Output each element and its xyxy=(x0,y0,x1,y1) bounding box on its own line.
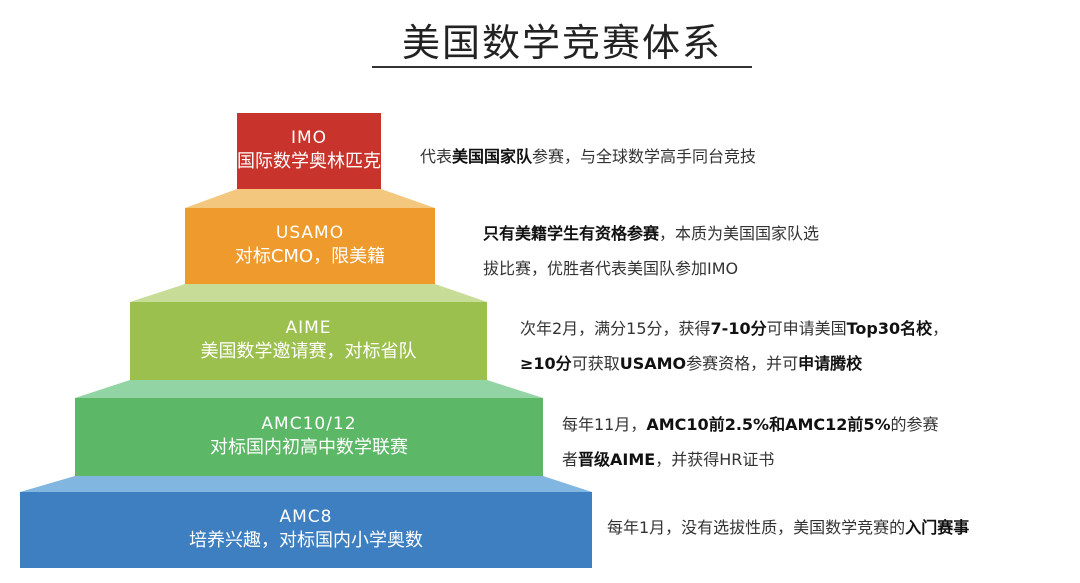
level-name: AMC8 xyxy=(279,507,333,528)
level-block xyxy=(185,208,435,284)
text-segment: 参赛资格，并可 xyxy=(686,354,799,373)
level-label: USAMO 对标CMO，限美籍 xyxy=(185,208,435,284)
description-line: 者晋级AIME，并获得HR证书 xyxy=(562,442,939,477)
emphasis-text: 7-10分 xyxy=(710,319,767,338)
level-subtitle: 对标国内初高中数学联赛 xyxy=(210,437,408,459)
text-segment: 次年2月，满分15分，获得 xyxy=(520,319,711,338)
emphasis-text: 晋级AIME xyxy=(578,450,656,469)
diagram-title: 美国数学竞赛体系 xyxy=(401,21,722,65)
text-segment: 者 xyxy=(562,450,579,469)
level-name: AMC10/12 xyxy=(261,414,357,435)
text-segment: 拔比赛，优胜者代表美国队参加IMO xyxy=(483,259,739,278)
level-label: AMC10/12 对标国内初高中数学联赛 xyxy=(75,398,543,476)
emphasis-text: Top30名校 xyxy=(846,319,933,338)
emphasis-text: 申请腾校 xyxy=(798,354,863,373)
level-subtitle: 培养兴趣，对标国内小学奥数 xyxy=(189,530,423,552)
text-segment: 每年11月， xyxy=(562,415,647,434)
level-description: 每年1月，没有选拔性质，美国数学竞赛的入门赛事 xyxy=(607,510,969,545)
level-block xyxy=(75,398,543,476)
level-name: AIME xyxy=(285,318,332,339)
level-subtitle: 美国数学邀请赛，对标省队 xyxy=(200,341,417,363)
level-subtitle: 对标CMO，限美籍 xyxy=(234,246,386,268)
description-line: 每年1月，没有选拔性质，美国数学竞赛的入门赛事 xyxy=(607,510,969,545)
emphasis-text: ≥10分 xyxy=(520,354,572,373)
level-block xyxy=(20,492,592,568)
step-slope xyxy=(185,189,435,208)
level-name: IMO xyxy=(290,128,328,149)
level-subtitle: 国际数学奥林匹克 xyxy=(237,151,381,173)
emphasis-text: 美国国家队 xyxy=(452,147,533,166)
level-label: AIME 美国数学邀请赛，对标省队 xyxy=(130,302,487,380)
level-label: AMC8 培养兴趣，对标国内小学奥数 xyxy=(20,492,592,568)
description-line: ≥10分可获取USAMO参赛资格，并可申请腾校 xyxy=(520,346,948,381)
description-line: 拔比赛，优胜者代表美国队参加IMO xyxy=(483,251,819,286)
level-description: 只有美籍学生有资格参赛，本质为美国国家队选拔比赛，优胜者代表美国队参加IMO xyxy=(483,216,819,286)
level-description: 代表美国国家队参赛，与全球数学高手同台竞技 xyxy=(420,139,756,174)
text-segment: ， xyxy=(932,319,949,338)
step-slope xyxy=(130,284,487,302)
text-segment: 参赛，与全球数学高手同台竞技 xyxy=(532,147,757,166)
text-segment: 可申请美国 xyxy=(766,319,847,338)
emphasis-text: USAMO xyxy=(619,354,687,373)
description-line: 每年11月，AMC10前2.5%和AMC12前5%的参赛 xyxy=(562,407,939,442)
step-slope xyxy=(75,380,543,398)
level-block xyxy=(130,302,487,380)
description-line: 代表美国国家队参赛，与全球数学高手同台竞技 xyxy=(420,139,756,174)
text-segment: 可获取 xyxy=(571,354,620,373)
description-line: 次年2月，满分15分，获得7-10分可申请美国Top30名校， xyxy=(520,311,948,346)
level-description: 每年11月，AMC10前2.5%和AMC12前5%的参赛 者晋级AIME，并获得H… xyxy=(562,407,939,477)
emphasis-text: 入门赛事 xyxy=(905,518,970,537)
text-segment: 代表 xyxy=(420,147,453,166)
level-description: 次年2月，满分15分，获得7-10分可申请美国Top30名校， ≥10分可获取US… xyxy=(520,311,948,381)
level-name: USAMO xyxy=(275,223,345,244)
text-segment: ，并获得HR证书 xyxy=(655,450,775,469)
text-segment: ，本质为美国国家队选 xyxy=(659,224,820,243)
text-segment: 的参赛 xyxy=(890,415,939,434)
level-label: IMO 国际数学奥林匹克 xyxy=(237,113,381,189)
title-underline xyxy=(372,66,752,68)
step-slope xyxy=(20,476,592,492)
description-line: 只有美籍学生有资格参赛，本质为美国国家队选 xyxy=(483,216,819,251)
emphasis-text: 只有美籍学生有资格参赛 xyxy=(483,224,660,243)
text-segment: 每年1月，没有选拔性质，美国数学竞赛的 xyxy=(607,518,906,537)
emphasis-text: AMC10前2.5%和AMC12前5% xyxy=(646,415,891,434)
level-block xyxy=(237,113,381,189)
